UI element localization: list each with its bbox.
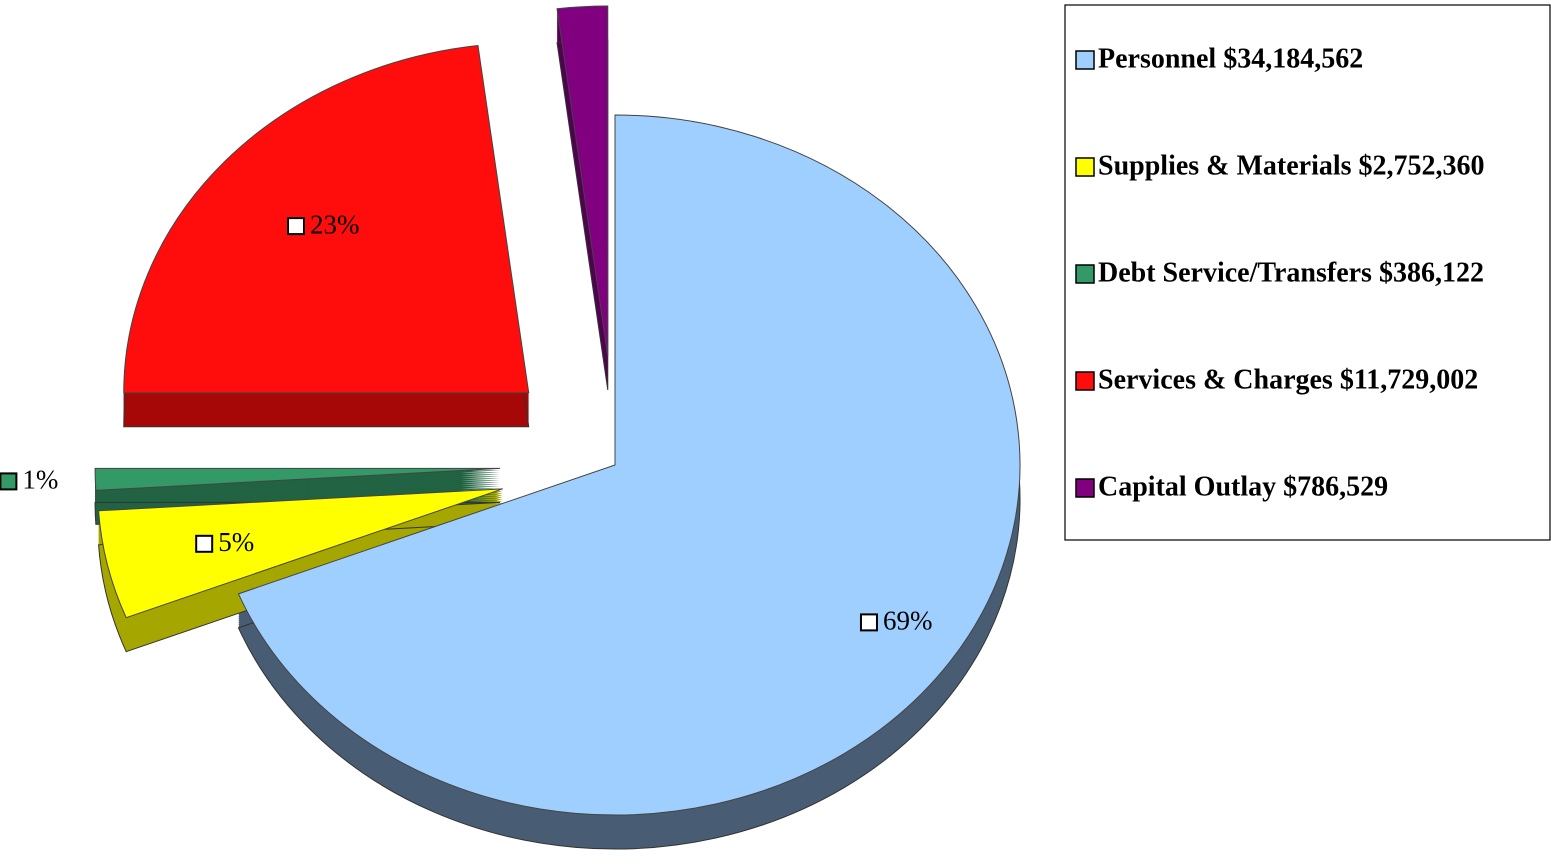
- data-label: 69%: [883, 606, 933, 636]
- legend-label: Personnel $34,184,562: [1098, 43, 1363, 74]
- data-label: 23%: [310, 209, 360, 239]
- label-key: [195, 534, 214, 553]
- legend-key: [1075, 371, 1095, 391]
- slice: [94, 467, 501, 491]
- legend-label: Supplies & Materials $2,752,360: [1098, 150, 1485, 181]
- slice: [556, 5, 609, 357]
- slice: [237, 114, 1021, 816]
- legend-key: [1075, 157, 1095, 177]
- legend-box: [1064, 4, 1551, 541]
- legend-key: [1075, 50, 1095, 70]
- slice: [123, 44, 530, 394]
- slice: [98, 488, 503, 619]
- slice-side-edge: [94, 501, 501, 525]
- legend-label: Debt Service/Transfers $386,122: [1098, 257, 1484, 288]
- legend-label: Capital Outlay $786,529: [1098, 471, 1388, 502]
- legend-key: [1075, 264, 1095, 284]
- label-key: [287, 217, 306, 236]
- legend-key: [1075, 478, 1095, 498]
- data-label: 5%: [218, 527, 254, 557]
- data-label: 1%: [22, 465, 58, 495]
- legend-label: Services & Charges $11,729,002: [1098, 364, 1478, 395]
- slice-side-edge: [98, 522, 503, 653]
- label-key: [0, 472, 18, 491]
- label-key: [859, 613, 878, 632]
